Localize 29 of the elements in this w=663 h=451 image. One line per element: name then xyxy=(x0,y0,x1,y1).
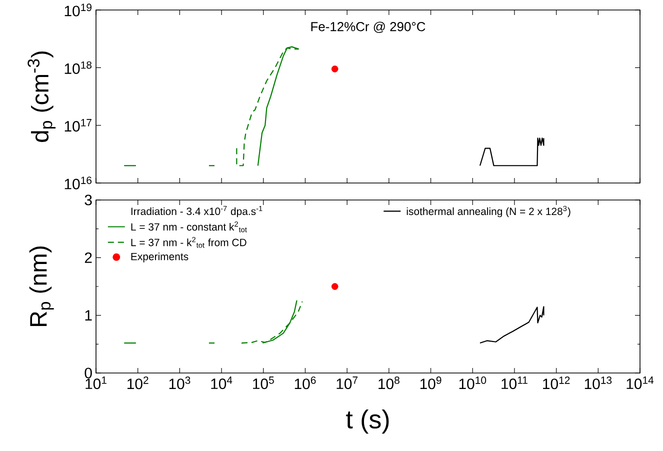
legend-label: isothermal annealing (N = 2 x 128$^{3}$) xyxy=(406,206,570,218)
x-tick-label: 10$^{11}$ xyxy=(502,376,528,390)
x-tick-label: 10$^{8}$ xyxy=(378,376,400,390)
x-tick-label: 10$^{12}$ xyxy=(543,376,570,390)
legend-label: Experiments xyxy=(131,252,188,262)
x-tick-label: 10$^{7}$ xyxy=(336,376,358,390)
y-tick-label: 1 xyxy=(85,310,92,320)
legend-title: Irradiation - 3.4 x10$^{-7}$ dpa.s$^{-1}$ xyxy=(131,206,262,218)
y-tick-label: 3 xyxy=(84,194,92,206)
x-tick-label: 10$^{9}$ xyxy=(420,376,442,390)
x-tick-label: 10$^{14}$ xyxy=(626,376,654,390)
y-tick-label: 10$^{19}$ xyxy=(64,4,92,16)
y-axis-title: d$_{p}$ (cm$^{-3}$) xyxy=(28,52,56,142)
x-tick-label: 10$^{6}$ xyxy=(294,376,316,390)
x-tick-label: 10$^{2}$ xyxy=(128,376,148,390)
x-tick-label: 10$^{5}$ xyxy=(253,376,274,390)
x-tick-label: 10$^{13}$ xyxy=(584,376,612,390)
y-axis-title: R$_{p}$ (nm) xyxy=(29,246,54,326)
x-tick-label: 10$^{3}$ xyxy=(169,376,190,390)
x-tick-label: 10$^{10}$ xyxy=(459,376,486,390)
x-axis-title: t (s) xyxy=(346,410,389,434)
y-tick-label: 10$^{18}$ xyxy=(64,61,92,74)
y-tick-label: 2 xyxy=(84,252,92,263)
y-tick-label: 10$^{16}$ xyxy=(64,176,92,190)
y-tick-label: 10$^{17}$ xyxy=(64,119,92,132)
y-tick-label: 0 xyxy=(84,368,92,378)
x-tick-label: 10$^{4}$ xyxy=(211,376,232,390)
legend-label: L = 37 nm - k$^{2}$$_{tot}$ from CD xyxy=(131,237,246,248)
text: Fe-12%Cr @ 290°C xyxy=(311,22,426,33)
